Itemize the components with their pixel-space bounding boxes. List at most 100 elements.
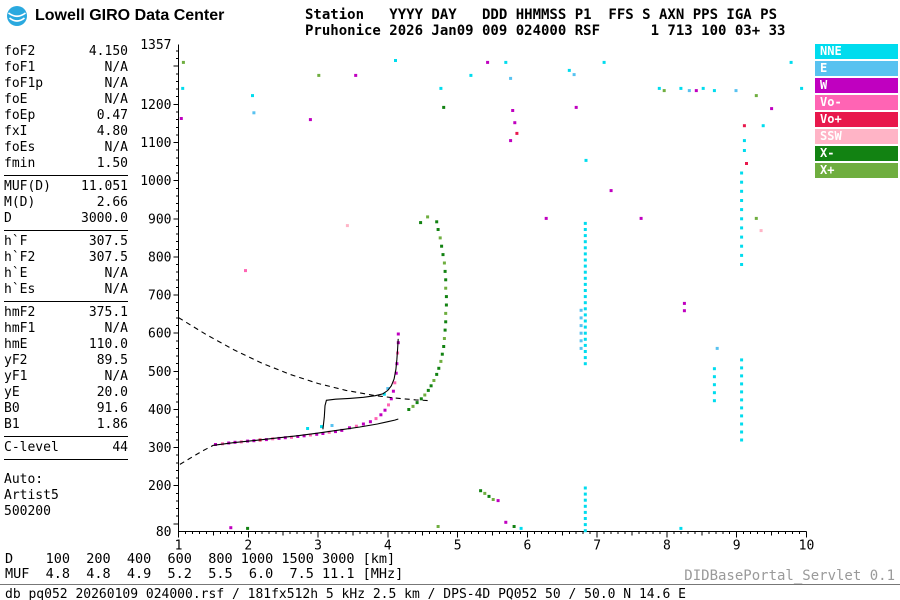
echo-point (579, 339, 583, 343)
echo-point (584, 158, 588, 162)
x-tick-label: 1 (175, 539, 183, 554)
param-value: N/A (104, 369, 128, 384)
echo-point (469, 73, 473, 77)
echo-point (583, 504, 587, 508)
echo-point (439, 359, 443, 363)
echo-point (444, 303, 448, 307)
echo-point (443, 328, 447, 332)
legend-item-ssw: SSW (815, 129, 898, 144)
echo-point (374, 417, 378, 421)
echo-point (444, 278, 448, 282)
param-row: C-level 44 (4, 440, 128, 456)
echo-point (382, 392, 386, 396)
echo-point (444, 311, 448, 315)
y-tick-label: 1357 (140, 38, 171, 53)
echo-point (251, 94, 254, 98)
echo-point (679, 86, 683, 90)
echo-point (491, 498, 495, 501)
curve-profile-extrapolated (179, 444, 214, 465)
echo-point (609, 189, 613, 193)
legend-item-w: W (815, 78, 898, 93)
echo-point (579, 324, 583, 328)
echo-point (509, 139, 513, 143)
servlet-watermark: DIDBasePortal_Servlet 0.1 (684, 568, 895, 584)
echo-point (504, 520, 508, 524)
echo-point (602, 60, 606, 64)
echo-point (442, 345, 446, 348)
echo-point (583, 234, 587, 238)
echo-point (662, 89, 666, 93)
param-value: N/A (104, 76, 128, 91)
echo-point (742, 124, 746, 128)
param-divider (4, 436, 128, 437)
echo-point (740, 253, 744, 257)
echo-point (246, 526, 250, 530)
echo-point (583, 523, 587, 527)
echo-point (442, 261, 446, 265)
echo-point (429, 384, 433, 388)
echo-point (682, 309, 686, 313)
echo-point (712, 399, 716, 403)
param-label: foF1p (4, 76, 44, 91)
echo-point (444, 320, 448, 324)
param-row: foEs N/A (4, 140, 128, 156)
echo-point (334, 430, 337, 434)
echo-point (740, 226, 744, 230)
param-label: foF2 (4, 44, 36, 59)
echo-point (583, 517, 587, 520)
echo-point (308, 118, 312, 122)
param-value: 91.6 (96, 401, 128, 416)
param-row: h`E N/A (4, 266, 128, 282)
echo-point (701, 86, 705, 90)
giro-logo: Lowell GIRO Data Center (6, 5, 224, 27)
echo-point (348, 426, 351, 430)
echo-point (423, 393, 427, 397)
echo-point (290, 435, 293, 439)
echo-point (439, 86, 443, 90)
param-label: h`F2 (4, 250, 36, 265)
polarization-legend: NNE E W Vo- Vo+ SSW X- X+ (815, 44, 898, 180)
echo-point (354, 73, 358, 77)
echo-point (759, 229, 763, 233)
echo-point (583, 486, 587, 490)
param-row: h`F 307.5 (4, 234, 128, 250)
giro-logo-text: Lowell GIRO Data Center (35, 7, 225, 24)
y-tick-label: 80 (156, 525, 172, 540)
echo-point (435, 220, 439, 224)
echo-point (436, 525, 440, 528)
param-divider (4, 459, 128, 460)
param-value: 11.051 (81, 179, 128, 194)
echo-point (740, 358, 744, 362)
echo-point (440, 352, 444, 356)
echo-point (740, 366, 744, 370)
giro-logo-icon (6, 5, 28, 27)
echo-point (486, 60, 490, 64)
param-label: h`F (4, 234, 28, 249)
x-tick-label: 2 (244, 539, 252, 554)
echo-point (579, 316, 583, 320)
legend-item-x+: X+ (815, 163, 898, 178)
echo-point (432, 379, 436, 382)
echo-point (354, 424, 358, 428)
param-value: 44 (112, 440, 128, 455)
echo-point (583, 325, 587, 329)
param-value: 1.86 (96, 417, 128, 432)
param-row: D 3000.0 (4, 211, 128, 227)
echo-point (740, 374, 744, 378)
echo-point (740, 199, 744, 202)
echo-point (583, 356, 587, 360)
echo-point (411, 404, 415, 408)
param-label: h`E (4, 266, 28, 281)
echo-point (386, 387, 390, 390)
param-row: h`F2 307.5 (4, 250, 128, 266)
param-value: 110.0 (88, 337, 128, 352)
param-label: yF1 (4, 369, 28, 384)
param-divider (4, 175, 128, 176)
param-row: B1 1.86 (4, 417, 128, 433)
echo-point (740, 430, 744, 434)
echo-point (437, 366, 441, 370)
echo-point (504, 60, 508, 64)
param-label: MUF(D) (4, 179, 51, 194)
echo-point (657, 86, 661, 90)
